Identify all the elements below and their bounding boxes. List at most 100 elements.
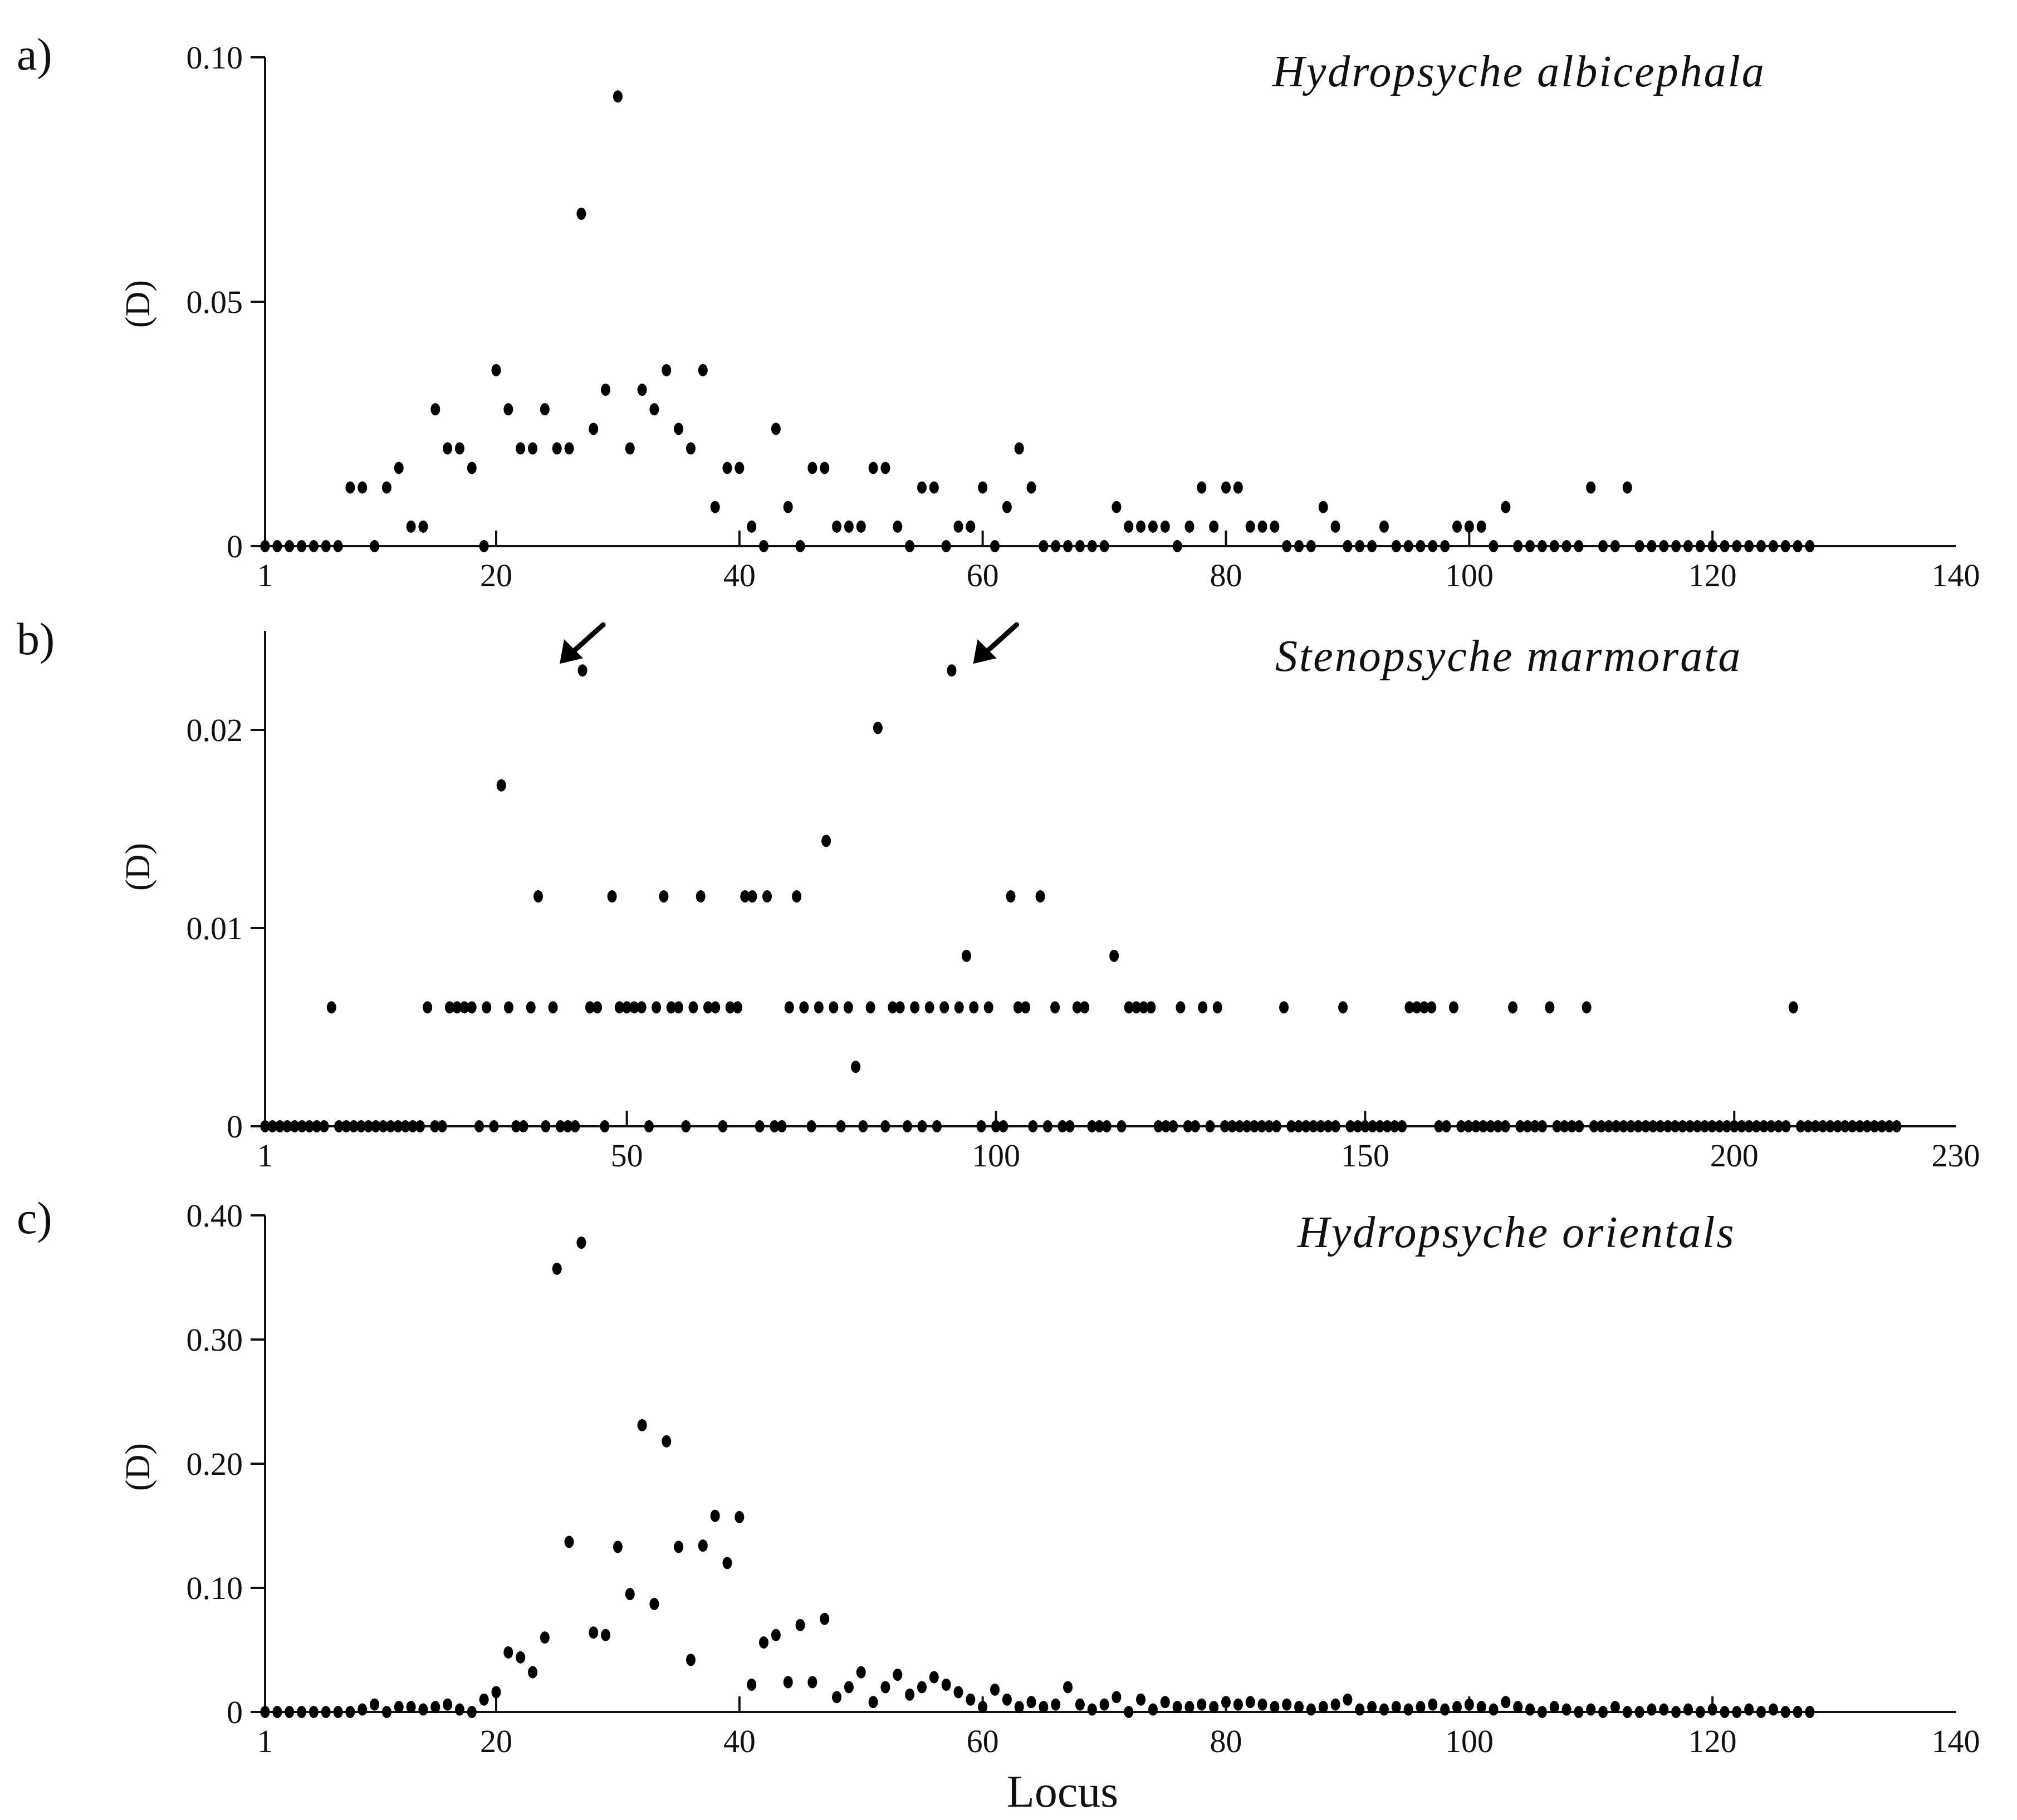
panel-b-data-point xyxy=(910,1001,920,1014)
panel-a-data-point xyxy=(1647,540,1657,552)
panel-c-data-point xyxy=(917,1681,927,1694)
panel-b-data-point xyxy=(814,1001,824,1014)
panel-c-data-point xyxy=(1075,1698,1085,1711)
panel-c-data-point xyxy=(1598,1706,1608,1718)
panel-c-data-point xyxy=(1683,1703,1693,1716)
arrow-head xyxy=(560,639,584,664)
panel-b-data-point xyxy=(1264,1120,1274,1132)
panel-b-data-point xyxy=(652,1001,662,1014)
panel-b-data-point xyxy=(1161,1120,1171,1132)
panel-b-data-point xyxy=(991,1120,1001,1132)
panel-c-data-point xyxy=(1233,1698,1243,1711)
panel-b-data-point xyxy=(725,1001,735,1014)
panel-b-data-point xyxy=(1316,1120,1326,1132)
panel-b-data-point xyxy=(371,1120,381,1132)
panel-c-data-point xyxy=(966,1693,976,1706)
panel-b-data-point xyxy=(1028,1120,1038,1132)
panel-b-data-point xyxy=(770,1120,780,1132)
panel-b-data-point xyxy=(983,1001,993,1014)
panel-a-x-tick-label: 60 xyxy=(967,557,999,593)
panel-b-data-point xyxy=(1648,1120,1658,1132)
panel-c-data-point xyxy=(321,1706,331,1718)
panel-b-data-point xyxy=(851,1061,861,1073)
panel-b-y-axis-label: (D) xyxy=(119,843,157,891)
panel-b-data-point xyxy=(1589,1120,1599,1132)
panel-b-data-point xyxy=(482,1001,492,1014)
panel-a-data-point xyxy=(1793,540,1803,552)
panel-b-data-point xyxy=(1375,1120,1385,1132)
panel-a-data-point xyxy=(454,442,464,455)
panel-b-data-point xyxy=(711,1001,721,1014)
panel-a-y-axis-label: (D) xyxy=(119,280,157,328)
panel-b-data-point xyxy=(1729,1120,1739,1132)
panel-a-data-point xyxy=(649,403,659,416)
panel-b-data-point xyxy=(319,1120,329,1132)
panel-a-data-point xyxy=(1598,540,1608,552)
panel-a-data-point xyxy=(1634,540,1644,552)
panel-c-data-point xyxy=(698,1539,708,1552)
panel-b-data-point xyxy=(1146,1001,1156,1014)
panel-a-data-point xyxy=(759,540,769,552)
panel-b-x-tick-label: 50 xyxy=(611,1137,643,1174)
panel-b-data-point xyxy=(1685,1120,1695,1132)
panel-a-data-point xyxy=(1622,481,1632,494)
panel-c-y-tick-label: 0.20 xyxy=(187,1446,243,1482)
panel-a: a) Hydropsyche albicephala (D) 1 20 40 60 80… xyxy=(17,29,1980,593)
panel-a-data-point xyxy=(589,423,599,435)
panel-b-data-point xyxy=(1508,1001,1518,1014)
panel-a-data-point xyxy=(1683,540,1693,552)
panel-a-data-point xyxy=(1330,520,1340,533)
arrow-head xyxy=(973,639,997,664)
panel-b-data-point xyxy=(1427,1001,1437,1014)
panel-c-data-point xyxy=(1014,1701,1024,1714)
panel-c-data-point xyxy=(1099,1698,1109,1711)
panel-b-data-point xyxy=(1493,1120,1503,1132)
panel-b-data-point xyxy=(1294,1120,1304,1132)
panel-a-data-point xyxy=(1343,540,1353,552)
panel-a-data-point xyxy=(1780,540,1790,552)
panel-c-data-point xyxy=(1294,1701,1304,1714)
panel-b-data-point xyxy=(1441,1120,1451,1132)
panel-b-data-point xyxy=(1227,1120,1237,1132)
panel-a-x-tick-label: 120 xyxy=(1688,557,1737,593)
panel-a-data-point xyxy=(1561,540,1572,552)
panel-a-data-point xyxy=(1525,540,1535,552)
panel-a-data-point xyxy=(807,462,817,474)
panel-a-data-point xyxy=(880,462,890,474)
panel-a-data-point xyxy=(345,481,355,494)
panel-c-data-point xyxy=(820,1612,830,1625)
panel-b-data-point xyxy=(570,1120,580,1132)
panel-b-data-point xyxy=(1013,1001,1023,1014)
panel-c-data-point xyxy=(430,1701,440,1714)
panel-c-data-point xyxy=(674,1541,684,1553)
panel-c-data-point xyxy=(1634,1706,1644,1718)
panel-b-data-point xyxy=(1338,1001,1348,1014)
panel-b-letter: b) xyxy=(17,614,55,664)
panel-c-data-point xyxy=(370,1698,380,1711)
panel-a-data-point xyxy=(1002,501,1012,513)
panel-b-data-point xyxy=(1538,1120,1548,1132)
panel-c-data-point xyxy=(1051,1698,1061,1711)
panel-c-data-point xyxy=(589,1626,599,1639)
panel-b-data-point xyxy=(518,1120,528,1132)
panel-a-data-point xyxy=(1148,520,1158,533)
panel-b-data-point xyxy=(1737,1120,1747,1132)
panel-b-data-point xyxy=(1006,890,1016,903)
panel-a-data-point xyxy=(381,481,391,494)
panel-b-data-point xyxy=(1847,1120,1857,1132)
panel-a-data-point xyxy=(1099,540,1109,552)
arrow-shaft xyxy=(981,622,1019,656)
panel-a-data-point xyxy=(1306,540,1316,552)
panel-b-data-point xyxy=(755,1120,765,1132)
panel-b-x-tick-label: 100 xyxy=(972,1137,1020,1174)
panel-b-data-point xyxy=(1065,1120,1075,1132)
panel-c-data-point xyxy=(1039,1701,1049,1714)
panel-a-data-point xyxy=(1586,481,1596,494)
panel-c: c) Hydropsyche orientals (D) 1 20 40 60 80 10… xyxy=(17,1193,1980,1817)
panel-b-data-point xyxy=(666,1001,676,1014)
panel-b-data-point xyxy=(1309,1120,1319,1132)
panel-b-data-point xyxy=(1869,1120,1879,1132)
panel-c-y-tick-label: 0 xyxy=(227,1694,243,1730)
panel-c-x-tick-label: 20 xyxy=(480,1723,512,1759)
panel-b-data-point xyxy=(806,1120,816,1132)
